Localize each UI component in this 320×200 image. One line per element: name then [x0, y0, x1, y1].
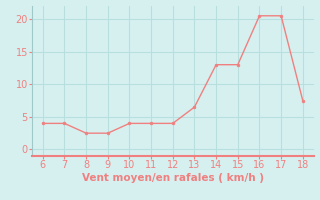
X-axis label: Vent moyen/en rafales ( km/h ): Vent moyen/en rafales ( km/h ) — [82, 173, 264, 183]
